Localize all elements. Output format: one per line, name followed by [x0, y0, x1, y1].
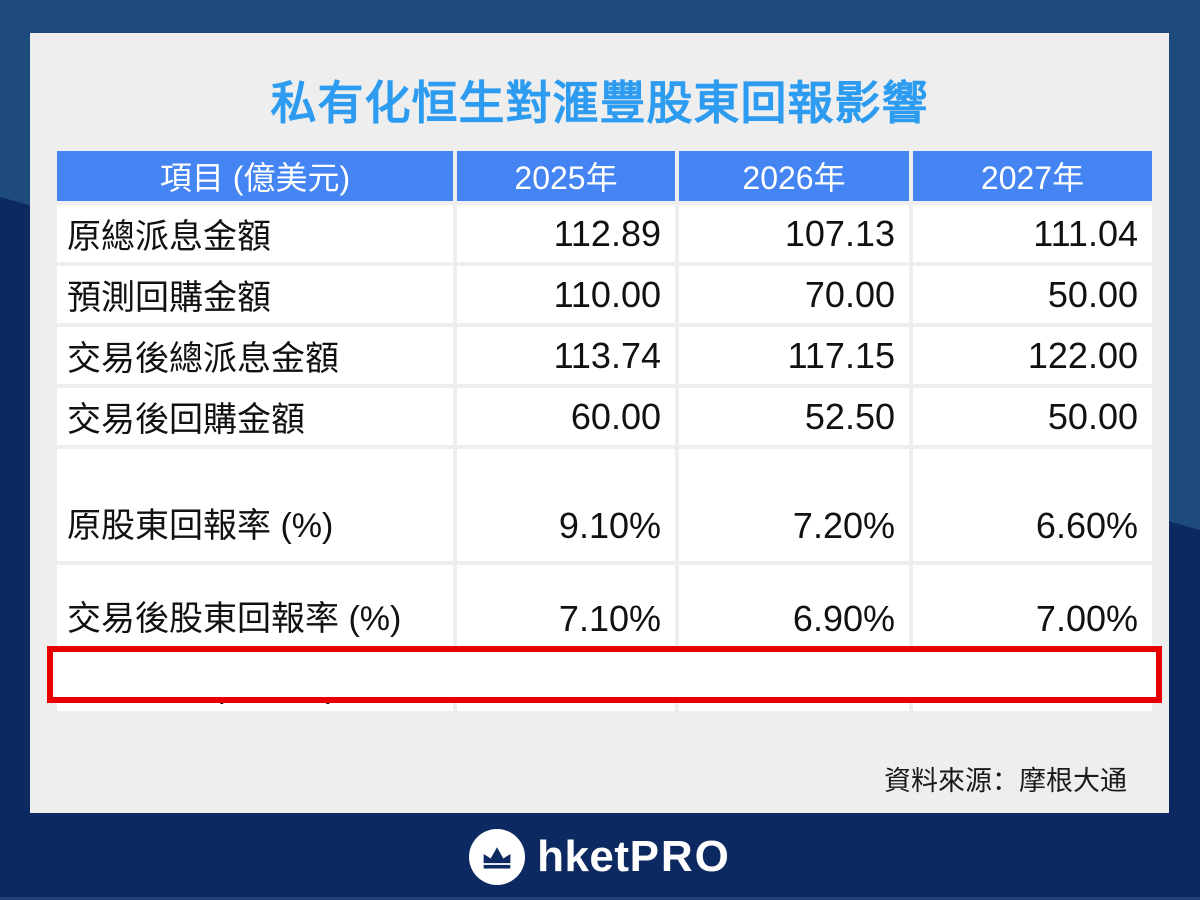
cell-value: 50.00 [913, 266, 1152, 323]
header-cell-2027: 2027年 [913, 151, 1152, 201]
cell-value: 122.00 [913, 327, 1152, 384]
data-table: 項目 (億美元) 2025年 2026年 2027年 原總派息金額 112.89… [47, 151, 1162, 711]
table-header-row: 項目 (億美元) 2025年 2026年 2027年 [57, 151, 1152, 201]
header-cell-item: 項目 (億美元) [57, 151, 453, 201]
cell-value: 60.00 [457, 388, 675, 445]
cell-value: 9.10% [457, 449, 675, 561]
row-label: 交易後回購金額 [57, 388, 453, 445]
cell-value: 6.90% [679, 565, 909, 650]
footer-bar: hket PRO [0, 813, 1200, 900]
cell-value: 7.20% [679, 449, 909, 561]
brand-logo-suffix: PRO [629, 831, 731, 881]
crown-icon [469, 828, 526, 885]
brand-logo: hket PRO [537, 832, 731, 882]
cell-value: 111.04 [913, 205, 1152, 262]
row-label: 原總派息金額 [57, 205, 453, 262]
cell-value-positive: 0.40% [913, 654, 1152, 711]
table-row: 交易後總派息金額 113.74 117.15 122.00 [57, 327, 1152, 384]
source-credit: 資料來源：摩根大通 [884, 766, 1127, 796]
page-title: 私有化恒生對滙豐股東回報影響 [270, 77, 929, 129]
bottom-edge-line [0, 897, 1200, 900]
cell-value: 113.74 [457, 327, 675, 384]
cell-value: 6.60% [913, 449, 1152, 561]
cell-value: 7.00% [913, 565, 1152, 650]
cell-value: 50.00 [913, 388, 1152, 445]
row-label: 原股東回報率 (%) [57, 449, 453, 561]
header-cell-2025: 2025年 [457, 151, 675, 201]
cell-value: 117.15 [679, 327, 909, 384]
row-label: 變動影響 (百分點) [57, 654, 453, 711]
cell-value: 70.00 [679, 266, 909, 323]
row-label: 預測回購金額 [57, 266, 453, 323]
cell-value: 107.13 [679, 205, 909, 262]
table-row: 交易後回購金額 60.00 52.50 50.00 [57, 388, 1152, 445]
table-row: 原總派息金額 112.89 107.13 111.04 [57, 205, 1152, 262]
row-label: 交易後總派息金額 [57, 327, 453, 384]
cell-value: 110.00 [457, 266, 675, 323]
header-cell-2026: 2026年 [679, 151, 909, 201]
cell-value: 52.50 [679, 388, 909, 445]
table-row: 交易後股東回報率 (%) 7.10% 6.90% 7.00% [57, 565, 1152, 650]
brand-logo-main: hket [537, 831, 630, 881]
table-row-highlighted: 變動影響 (百分點) -2.00% -0.30% 0.40% [47, 646, 1162, 711]
cell-value: 112.89 [457, 205, 675, 262]
row-label: 交易後股東回報率 (%) [57, 565, 453, 650]
content-panel: 私有化恒生對滙豐股東回報影響 項目 (億美元) 2025年 2026年 2027… [30, 33, 1169, 813]
cell-value: 7.10% [457, 565, 675, 650]
cell-value-negative: -0.30% [679, 654, 909, 711]
table-row: 預測回購金額 110.00 70.00 50.00 [57, 266, 1152, 323]
cell-value-negative: -2.00% [457, 654, 675, 711]
table-row: 原股東回報率 (%) 9.10% 7.20% 6.60% [57, 449, 1152, 561]
